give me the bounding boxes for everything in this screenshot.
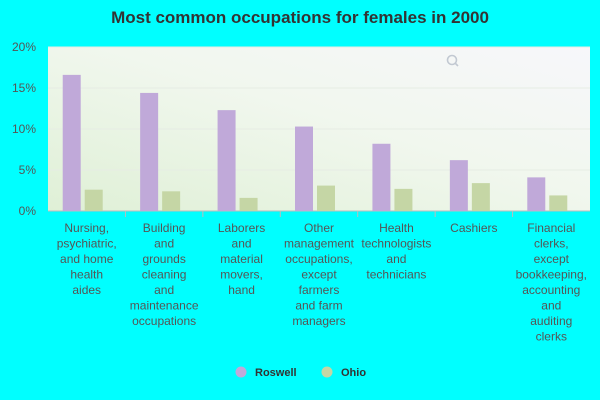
legend-swatch-roswell xyxy=(235,366,247,378)
bar-roswell-2[interactable] xyxy=(217,110,236,211)
x-tick-label: except xyxy=(534,252,570,266)
x-tick-label: technicians xyxy=(366,268,426,282)
legend-label-ohio: Ohio xyxy=(341,367,366,379)
y-tick-label: 5% xyxy=(19,163,37,177)
x-tick-label: and xyxy=(386,252,406,266)
x-tick-label: clerks xyxy=(536,330,567,344)
bar-ohio-5[interactable] xyxy=(471,183,490,211)
x-tick-label: movers, xyxy=(220,268,263,282)
x-tick-label: occupations xyxy=(132,314,196,328)
x-tick-label: and farm xyxy=(295,299,342,313)
x-axis-ticks xyxy=(124,211,514,217)
x-tick-label: and xyxy=(232,237,252,251)
legend-label-roswell: Roswell xyxy=(255,367,297,379)
x-tick-label: clerks, xyxy=(534,237,569,251)
x-tick-label: and xyxy=(154,283,174,297)
legend-swatch-ohio xyxy=(321,366,333,378)
x-tick-label: and xyxy=(541,299,561,313)
x-tick-label: farmers xyxy=(299,283,340,297)
x-tick-label: cleaning xyxy=(142,268,187,282)
x-tick-label: psychiatric, xyxy=(57,237,117,251)
bar-ohio-0[interactable] xyxy=(84,189,103,211)
x-tick-label: Financial xyxy=(527,221,575,235)
city-data-watermark xyxy=(446,54,459,67)
bars xyxy=(62,74,568,211)
bar-ohio-4[interactable] xyxy=(394,188,413,211)
y-tick-label: 15% xyxy=(12,81,36,95)
x-tick-label: bookkeeping, xyxy=(516,268,587,282)
legend: Roswell Ohio xyxy=(235,366,366,379)
x-tick-label: management xyxy=(284,237,355,251)
search-icon xyxy=(446,54,458,66)
y-tick-label: 20% xyxy=(12,40,36,54)
bar-ohio-1[interactable] xyxy=(162,191,181,211)
bar-ohio-6[interactable] xyxy=(549,195,568,211)
bar-ohio-2[interactable] xyxy=(239,197,258,211)
y-axis-ticks: 0% 5% 10% 15% 20% xyxy=(12,40,36,218)
x-tick-label: Other xyxy=(304,221,334,235)
x-tick-label: hand xyxy=(228,283,255,297)
x-tick-label: and home xyxy=(60,252,114,266)
x-tick-label: material xyxy=(220,252,263,266)
x-tick-label: Health xyxy=(379,221,414,235)
bar-roswell-3[interactable] xyxy=(295,126,313,211)
bar-ohio-3[interactable] xyxy=(317,185,335,211)
x-tick-label: aides xyxy=(72,283,101,297)
x-tick-label: health xyxy=(70,268,103,282)
x-tick-label: Cashiers xyxy=(450,221,497,235)
x-tick-label: accounting xyxy=(522,283,580,297)
x-tick-label: maintenance xyxy=(130,299,199,313)
x-tick-label: managers xyxy=(292,314,345,328)
x-tick-label: technologists xyxy=(361,237,431,251)
x-tick-label: except xyxy=(301,268,337,282)
bar-roswell-4[interactable] xyxy=(372,143,391,211)
bar-roswell-6[interactable] xyxy=(527,177,546,211)
x-tick-label: auditing xyxy=(530,314,572,328)
x-tick-label: occupations, xyxy=(285,252,352,266)
x-tick-label: Nursing, xyxy=(64,221,109,235)
x-tick-label: grounds xyxy=(142,252,185,266)
y-tick-label: 0% xyxy=(19,204,37,218)
x-tick-label: Building xyxy=(143,221,186,235)
bar-roswell-1[interactable] xyxy=(140,92,159,211)
x-tick-label: Laborers xyxy=(218,221,265,235)
y-tick-label: 10% xyxy=(12,122,36,136)
bar-roswell-5[interactable] xyxy=(449,160,468,211)
bar-roswell-0[interactable] xyxy=(62,74,81,211)
x-tick-label: and xyxy=(154,237,174,251)
chart-title: Most common occupations for females in 2… xyxy=(111,8,489,27)
